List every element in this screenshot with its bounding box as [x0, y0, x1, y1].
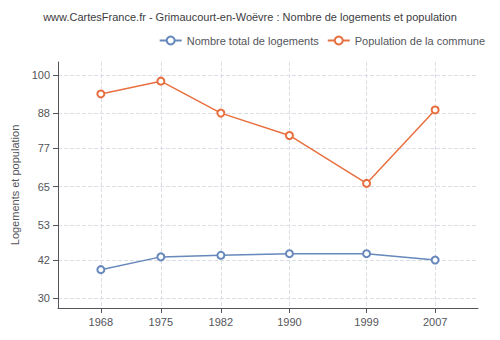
svg-text:65: 65: [38, 181, 50, 193]
svg-text:www.CartesFrance.fr - Grimauco: www.CartesFrance.fr - Grimaucourt-en-Woë…: [42, 11, 457, 23]
svg-text:Logements et population: Logements et population: [9, 125, 21, 245]
svg-text:1999: 1999: [354, 316, 378, 328]
svg-text:30: 30: [38, 292, 50, 304]
svg-text:53: 53: [38, 219, 50, 231]
svg-text:1982: 1982: [209, 316, 233, 328]
svg-text:1968: 1968: [89, 316, 113, 328]
svg-text:1990: 1990: [277, 316, 301, 328]
svg-text:Nombre total de logements: Nombre total de logements: [187, 35, 320, 47]
svg-text:100: 100: [32, 69, 50, 81]
svg-text:77: 77: [38, 142, 50, 154]
svg-text:2007: 2007: [423, 316, 447, 328]
svg-text:88: 88: [38, 107, 50, 119]
svg-text:Population de la commune: Population de la commune: [355, 35, 485, 47]
svg-text:42: 42: [38, 254, 50, 266]
svg-text:1975: 1975: [149, 316, 173, 328]
